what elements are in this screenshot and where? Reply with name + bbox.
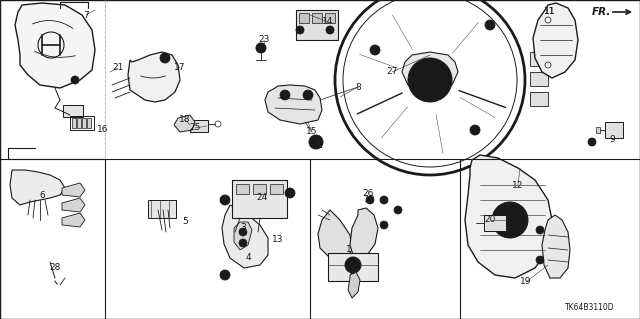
Polygon shape	[348, 272, 360, 298]
Bar	[63, 105, 83, 117]
Text: 23: 23	[259, 35, 269, 44]
Text: 5: 5	[182, 218, 188, 226]
Bar	[72, 118, 76, 128]
Circle shape	[470, 125, 480, 135]
Text: 12: 12	[512, 181, 524, 189]
Bar	[530, 52, 548, 66]
Bar	[325, 13, 335, 23]
Text: 19: 19	[520, 278, 532, 286]
Text: 2: 2	[349, 268, 355, 277]
Polygon shape	[62, 183, 85, 197]
Bar	[605, 122, 623, 138]
Bar	[190, 120, 208, 132]
Text: 3: 3	[240, 224, 246, 233]
Text: 1: 1	[346, 246, 352, 255]
Bar	[312, 13, 322, 23]
Text: 11: 11	[544, 8, 556, 17]
Text: 10: 10	[364, 196, 376, 204]
Polygon shape	[265, 85, 322, 124]
Bar	[70, 116, 94, 130]
Circle shape	[160, 53, 170, 63]
Circle shape	[345, 257, 361, 273]
Polygon shape	[128, 52, 180, 102]
Circle shape	[394, 206, 402, 214]
Circle shape	[303, 90, 313, 100]
Polygon shape	[465, 155, 552, 278]
Text: 11: 11	[544, 8, 556, 17]
Polygon shape	[533, 3, 578, 78]
Circle shape	[220, 195, 230, 205]
Text: TK64B3110D: TK64B3110D	[565, 303, 615, 313]
Bar	[232, 180, 287, 218]
Text: 16: 16	[97, 125, 109, 135]
Polygon shape	[174, 115, 195, 132]
Polygon shape	[62, 198, 85, 212]
Circle shape	[366, 196, 374, 204]
Bar	[148, 200, 176, 218]
Text: 17: 17	[174, 63, 186, 72]
Bar	[484, 215, 506, 231]
Text: 18: 18	[179, 115, 191, 124]
Text: 27: 27	[387, 68, 397, 77]
Bar	[299, 13, 309, 23]
Circle shape	[408, 58, 452, 102]
Circle shape	[220, 270, 230, 280]
Polygon shape	[62, 213, 85, 227]
Text: 24: 24	[257, 194, 268, 203]
Polygon shape	[222, 205, 268, 268]
Text: 13: 13	[272, 235, 284, 244]
Text: 14: 14	[323, 18, 333, 26]
Text: 9: 9	[609, 136, 615, 145]
Circle shape	[239, 239, 247, 247]
Text: 8: 8	[355, 83, 361, 92]
Circle shape	[380, 221, 388, 229]
Bar	[596, 127, 600, 133]
Circle shape	[256, 43, 266, 53]
Circle shape	[296, 26, 304, 34]
Text: 28: 28	[49, 263, 61, 272]
Text: 20: 20	[484, 216, 496, 225]
Circle shape	[280, 90, 290, 100]
Circle shape	[536, 256, 544, 264]
Text: FR.: FR.	[591, 7, 611, 17]
Circle shape	[536, 226, 544, 234]
Bar	[82, 118, 86, 128]
Circle shape	[71, 76, 79, 84]
Polygon shape	[402, 52, 458, 92]
Bar	[253, 184, 266, 194]
Bar	[87, 118, 91, 128]
Circle shape	[326, 26, 334, 34]
Circle shape	[309, 135, 323, 149]
Circle shape	[380, 196, 388, 204]
Circle shape	[239, 228, 247, 236]
Polygon shape	[542, 215, 570, 278]
Circle shape	[588, 138, 596, 146]
Circle shape	[492, 202, 528, 238]
Bar	[296, 10, 338, 40]
Bar	[530, 92, 548, 106]
Text: 22: 22	[312, 140, 324, 150]
Text: 4: 4	[245, 254, 251, 263]
Circle shape	[265, 195, 275, 205]
Polygon shape	[350, 208, 378, 258]
Bar	[270, 184, 283, 194]
Text: 15: 15	[307, 128, 317, 137]
Polygon shape	[15, 3, 95, 88]
Circle shape	[370, 45, 380, 55]
Text: 26: 26	[362, 189, 374, 197]
Text: 21: 21	[112, 63, 124, 72]
Polygon shape	[318, 210, 352, 260]
Polygon shape	[10, 170, 65, 205]
Polygon shape	[234, 222, 252, 250]
Circle shape	[285, 188, 295, 198]
Bar	[328, 253, 378, 281]
Bar	[77, 118, 81, 128]
Text: 6: 6	[39, 191, 45, 201]
Bar	[530, 72, 548, 86]
Circle shape	[485, 20, 495, 30]
Text: 7: 7	[83, 11, 89, 19]
Bar	[236, 184, 249, 194]
Text: 25: 25	[189, 123, 201, 132]
